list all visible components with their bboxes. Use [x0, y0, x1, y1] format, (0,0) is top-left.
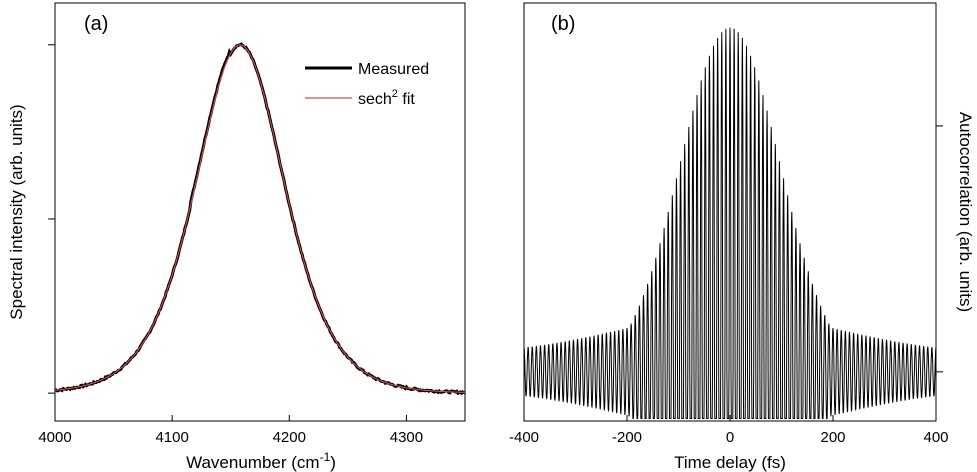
- panel-a-x-tick-label: 4100: [155, 429, 188, 446]
- legend-fit-label: sech2 fit: [358, 88, 415, 108]
- panel-a-y-ticks: [48, 44, 55, 394]
- panel-a-frame: [54, 2, 466, 422]
- panel-a-x-axis-label: Wavenumber (cm-1): [186, 450, 336, 472]
- sech2-fit-line: [54, 44, 466, 393]
- panel-a-x-tick-label: 4300: [390, 429, 423, 446]
- panel-a-y-axis-label: Spectral intensity (arb. units): [7, 104, 26, 319]
- panel-b-y-ticks: [936, 125, 943, 373]
- legend-measured-label: Measured: [358, 61, 429, 78]
- panel-b-autocorrelation: (b) -400 -200 0 200 400 Time delay (fs) Auto…: [509, 2, 975, 472]
- panel-b-x-tick-label: 200: [820, 429, 845, 446]
- panel-a-x-ticks: 4000 4100 4200 4300: [38, 415, 423, 446]
- panel-a-spectrum: (a) 4000 4100 4200 4300 Wavenumber (cm-1) S…: [7, 2, 466, 472]
- panel-b-x-tick-label: 0: [726, 429, 734, 446]
- panel-b-x-ticks: -400 -200 0 200 400: [509, 415, 949, 446]
- panel-b-x-tick-label: -200: [612, 429, 642, 446]
- panel-b-series: [523, 27, 937, 419]
- panel-a-label: (a): [84, 13, 108, 35]
- panel-a-x-tick-label: 4000: [38, 429, 71, 446]
- panel-a-series: [54, 42, 466, 396]
- panel-b-y-axis-label: Autocorrelation (arb. units): [956, 112, 975, 312]
- panel-a-legend: Measured sech2 fit: [305, 61, 429, 108]
- panel-b-label: (b): [551, 13, 575, 35]
- autocorrelation-trace: [523, 27, 937, 419]
- panel-b-x-tick-label: 400: [923, 429, 948, 446]
- panel-a-x-tick-label: 4200: [273, 429, 306, 446]
- panel-b-x-tick-label: -400: [509, 429, 539, 446]
- panel-b-x-axis-label: Time delay (fs): [674, 453, 786, 472]
